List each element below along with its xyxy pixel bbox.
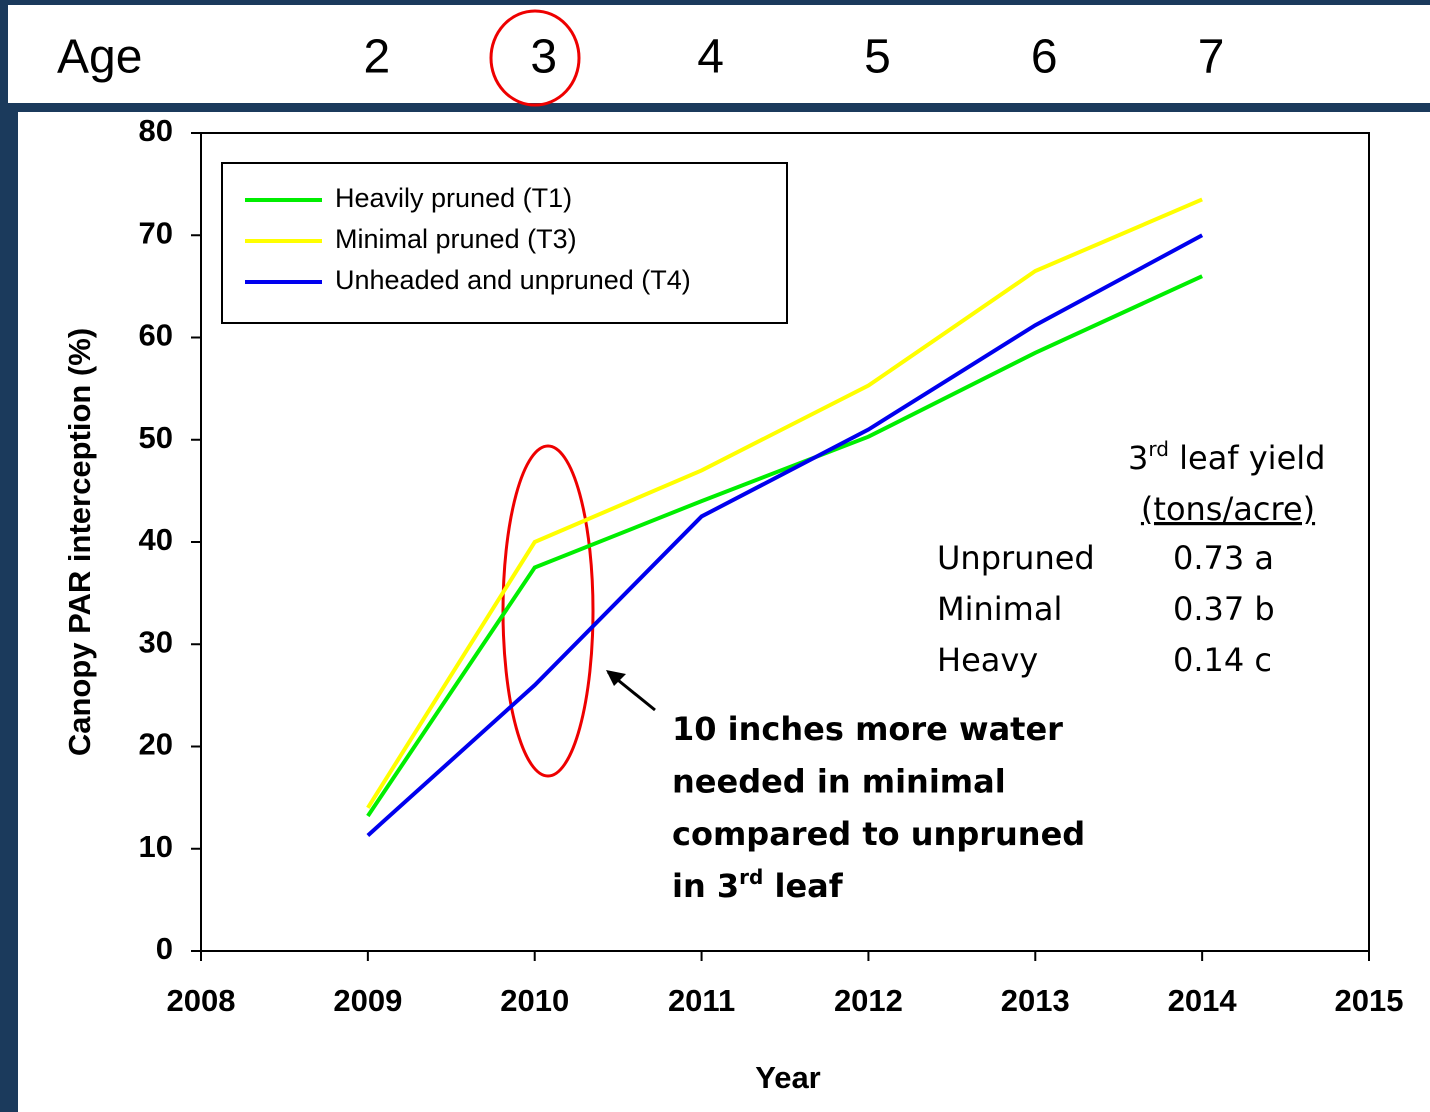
legend-label: Minimal pruned (T3) <box>335 224 577 254</box>
highlight-circle <box>489 9 581 107</box>
y-tick-label: 50 <box>139 420 173 455</box>
x-tick-label: 2009 <box>333 983 402 1018</box>
series-line <box>366 197 1203 809</box>
age-band <box>8 5 1430 103</box>
y-tick-label: 80 <box>139 113 173 148</box>
note-line: 10 inches more water <box>672 710 1063 748</box>
y-axis-label: Canopy PAR interception (%) <box>62 328 97 756</box>
row-label: Unpruned <box>937 539 1095 577</box>
x-tick-label: 2010 <box>500 983 569 1018</box>
x-tick-label: 2012 <box>834 983 903 1018</box>
x-tick-label: 2013 <box>1001 983 1070 1018</box>
row-value: 0.73 a <box>1173 539 1274 577</box>
y-tick-label: 0 <box>156 931 173 966</box>
series-line <box>366 233 1204 837</box>
arrow-head <box>606 670 626 686</box>
y-tick-label: 30 <box>139 624 173 659</box>
note-line: compared to unpruned <box>672 815 1085 853</box>
age-value: 5 <box>864 31 891 84</box>
age-value: 3 <box>530 31 557 84</box>
x-tick-label: 2011 <box>668 983 735 1018</box>
note: 10 inches more water needed in minimal com… <box>672 710 1085 853</box>
age-value: 7 <box>1198 31 1225 84</box>
y-tick-label: 70 <box>139 215 173 250</box>
x-tick-label: 2008 <box>167 983 236 1018</box>
legend-label: Unheaded and unpruned (T4) <box>335 265 691 295</box>
table-title: 3rd leaf yield <box>1128 437 1325 478</box>
x-tick-label: 2014 <box>1168 983 1238 1018</box>
note-line: in 3rd leaf <box>672 865 844 906</box>
row-label: Minimal <box>937 590 1062 628</box>
x-axis-label: Year <box>755 1060 821 1095</box>
table-unit: (tons/acre) <box>1141 490 1315 528</box>
series-line <box>366 274 1203 818</box>
age-value: 6 <box>1031 31 1058 84</box>
highlight-ellipse <box>501 444 595 778</box>
yield-table: Unpruned 0.73 a Minimal 0.37 b Heavy 0.14 c <box>937 539 1275 679</box>
row-label: Heavy <box>937 641 1038 679</box>
note-line: needed in minimal <box>672 763 1006 801</box>
age-value: 4 <box>697 31 724 84</box>
x-tick-label: 2015 <box>1335 983 1404 1018</box>
y-tick-label: 40 <box>139 522 173 557</box>
y-tick-label: 10 <box>139 829 173 864</box>
row-value: 0.37 b <box>1173 590 1275 628</box>
y-tick-label: 60 <box>139 318 173 353</box>
age-value: 2 <box>364 31 391 84</box>
row-value: 0.14 c <box>1173 641 1272 679</box>
y-tick-label: 20 <box>139 727 173 762</box>
legend-label: Heavily pruned (T1) <box>335 183 572 213</box>
age-label: Age <box>57 31 142 84</box>
